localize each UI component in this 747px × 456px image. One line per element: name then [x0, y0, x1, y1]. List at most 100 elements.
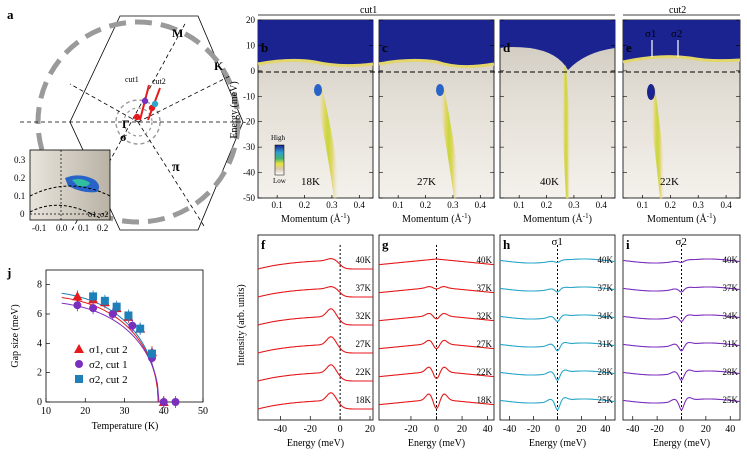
map-temp-label: 18K: [301, 176, 320, 188]
edc-xtick-label: 0: [338, 424, 343, 435]
edc-temp-label: 32K: [477, 311, 493, 321]
edc-temp-label: 27K: [356, 339, 372, 349]
edc-spectrum-line: [622, 369, 741, 381]
map-gap-edge: [622, 55, 741, 64]
map-dark-region: [500, 20, 615, 70]
gap-ylabel: Gap size (meV): [10, 304, 21, 367]
label-cut2: cut2: [152, 77, 166, 86]
map-temp-label: 27K: [417, 176, 436, 188]
edc-temp-label: 37K: [723, 283, 739, 293]
edc-xtick-label: 20: [457, 424, 467, 435]
legend-label: σ2, cut 1: [89, 359, 128, 371]
gap-xlabel: Temperature (K): [92, 421, 159, 432]
edc-spectrum-line: [499, 286, 616, 293]
gap-axis-ticks: 10 20 30 40 50 0 2 4 6 8: [37, 280, 208, 417]
maps-xticks: 0.1 0.2 0.3 0.4 0.1 0.2 0.3 0.4 0.1 0.2 0.3 0.4 0.1 0…: [258, 19, 740, 210]
map-xlabel: Momentum (Å-1): [402, 212, 471, 225]
map-ytick-label: -40: [243, 168, 255, 178]
map-xlabel-close: ): [468, 214, 471, 225]
gap-point: [171, 398, 180, 406]
map-d: d 40K: [499, 19, 616, 199]
map-xlabel-exponent: -1: [462, 212, 468, 220]
maps-ylabel: Energy (meV): [229, 81, 240, 138]
edc-xlabel: Energy (meV): [287, 438, 344, 449]
map-xtick-label: 0.1: [272, 200, 283, 210]
panel-j-letter: j: [6, 265, 11, 280]
gap-point: [89, 304, 98, 313]
panel-j: j 10 20 30 40 50 0 2 4 6 8 Gap size (meV) Tempera…: [6, 265, 208, 432]
edc-temp-label: 18K: [477, 395, 493, 405]
edc-xlabel: Energy (meV): [408, 438, 465, 449]
inset-arc-2: [29, 204, 101, 219]
diagonal-line-2: [137, 121, 205, 227]
edc-temp-label: 34K: [598, 311, 614, 321]
gap-point: [136, 324, 145, 333]
edc-spectrum-line: [257, 286, 373, 298]
inset-label-sigma2: σ2: [100, 210, 108, 219]
map-letter: d: [503, 40, 511, 55]
arrow-label-sigma2: σ2: [671, 28, 682, 40]
map-ytick-label: -30: [243, 142, 255, 152]
inset-xtick: 0.0: [56, 223, 68, 233]
map-xtick-label: 0.1: [637, 200, 648, 210]
gap-point: [124, 311, 133, 320]
panel-a-letter: a: [7, 7, 14, 22]
map-xtick-label: 0.2: [299, 200, 310, 210]
map-xlabel-exponent: -1: [707, 212, 713, 220]
maps-yticks: 20 10 0 -10 -20 -30 -40 -50: [243, 15, 256, 203]
edc-temp-label: 22K: [477, 367, 493, 377]
map-temp-label: 40K: [540, 176, 559, 188]
edc-spectrum-line: [257, 308, 373, 326]
map-dark-region: [258, 20, 373, 66]
edc-peak-label: σ1: [552, 236, 563, 248]
gap-ytick-label: 4: [37, 338, 42, 349]
edc-letter: f: [261, 237, 266, 252]
map-ytick-label: -10: [243, 91, 255, 101]
gap-ytick-label: 0: [37, 397, 42, 408]
gap-ytick-label: 2: [37, 368, 42, 379]
edc-frame: [257, 234, 374, 421]
gap-xtick-label: 40: [159, 406, 169, 417]
gamma-k-line: [137, 74, 233, 123]
map-gap-edge: [378, 58, 495, 69]
map-xlabel-close: ): [589, 214, 592, 225]
edc-spectrum-line: [257, 336, 373, 354]
edc-temp-label: 40K: [356, 255, 372, 265]
edc-temp-label: 37K: [598, 283, 614, 293]
edc-spectrum-line: [257, 364, 373, 382]
gap-data-points: [72, 290, 180, 408]
map-xtick-label: 0.3: [568, 200, 580, 210]
map-band-top: [436, 84, 444, 96]
map-dark-region: [379, 20, 494, 67]
edc-xtick-label: -20: [527, 424, 540, 435]
edc-xtick-label: -20: [304, 424, 317, 435]
edc-spectrum-line: [379, 339, 494, 350]
inset-ytick: 0.2: [14, 173, 25, 183]
inset-ytick: 0.3: [14, 155, 26, 165]
gap-xtick-label: 30: [120, 406, 130, 417]
edc-letter: g: [382, 237, 389, 252]
gap-legend: σ1, cut 2 σ2, cut 1 σ2, cut 2: [74, 344, 128, 386]
edc-letter: i: [626, 237, 630, 252]
edc-xtick-label: -40: [626, 424, 639, 435]
edc-spectrum-line: [379, 286, 494, 294]
map-xlabel-exponent: -1: [583, 212, 589, 220]
map-band-top: [647, 84, 655, 100]
edc-temp-label: 28K: [723, 367, 739, 377]
diagonal-line-3: [69, 83, 139, 123]
map-xtick-label: 0.4: [354, 200, 366, 210]
edc-spectrum-line: [379, 312, 494, 322]
gap-ytick-label: 6: [37, 309, 42, 320]
map-xtick-label: 0.3: [693, 200, 705, 210]
edc-temp-label: 40K: [598, 255, 614, 265]
edc-spectrum-line: [379, 258, 494, 266]
edc-ylabel: Intensity (arb. units): [236, 284, 247, 365]
map-xtick-label: 0.4: [475, 200, 487, 210]
edc-peak-label: σ2: [676, 236, 687, 248]
edc-temp-label: 40K: [723, 255, 739, 265]
map-c: c 27K: [378, 19, 495, 199]
edc-xtick-label: 20: [701, 424, 711, 435]
map-temp-label: 22K: [660, 176, 679, 188]
edc-spectrum-line: [499, 397, 616, 411]
